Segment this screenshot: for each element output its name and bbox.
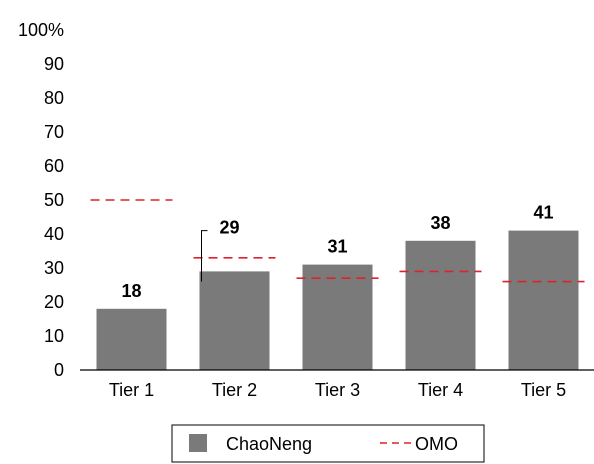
bracket-annotation (201, 230, 208, 282)
line-series-omo (90, 199, 585, 283)
y-tick-label-30: 30 (44, 258, 64, 278)
legend-label-chaoneng: ChaoNeng (226, 434, 312, 454)
x-tick-label-tier-1: Tier 1 (109, 380, 154, 400)
y-tick-label-40: 40 (44, 224, 64, 244)
legend-label-omo: OMO (415, 434, 458, 454)
y-tick-label-60: 60 (44, 156, 64, 176)
bar-tier-2 (199, 271, 270, 370)
y-tick-label-10: 10 (44, 326, 64, 346)
bar-series-chaoneng (96, 230, 579, 370)
legend: ChaoNeng OMO (171, 424, 485, 463)
y-tick-label-50: 50 (44, 190, 64, 210)
y-tick-label-70: 70 (44, 122, 64, 142)
data-label-tier-2: 29 (220, 217, 240, 237)
legend-swatch-chaoneng (189, 434, 207, 452)
y-tick-label-80: 80 (44, 88, 64, 108)
data-labels: 18 29 31 38 41 (121, 203, 553, 301)
x-tick-label-tier-3: Tier 3 (315, 380, 360, 400)
x-axis-labels: Tier 1 Tier 2 Tier 3 Tier 4 Tier 5 (109, 380, 566, 400)
data-label-tier-3: 31 (327, 237, 347, 257)
data-label-tier-4: 38 (430, 213, 450, 233)
y-axis-ticks: 0 10 20 30 40 50 60 70 80 90 100% (18, 20, 64, 380)
y-tick-label-20: 20 (44, 292, 64, 312)
legend-box (171, 424, 485, 463)
bar-tier-3 (302, 264, 373, 370)
x-tick-label-tier-2: Tier 2 (212, 380, 257, 400)
x-tick-label-tier-5: Tier 5 (521, 380, 566, 400)
y-tick-label-0: 0 (54, 360, 64, 380)
x-tick-label-tier-4: Tier 4 (418, 380, 463, 400)
data-label-tier-1: 18 (121, 281, 141, 301)
y-tick-label-90: 90 (44, 54, 64, 74)
data-label-tier-5: 41 (533, 203, 553, 223)
bar-tier-1 (96, 308, 167, 370)
bar-tier-4 (405, 240, 476, 370)
label-leader-line (201, 230, 208, 282)
y-tick-label-100: 100% (18, 20, 64, 40)
bar-tier-5 (508, 230, 579, 370)
